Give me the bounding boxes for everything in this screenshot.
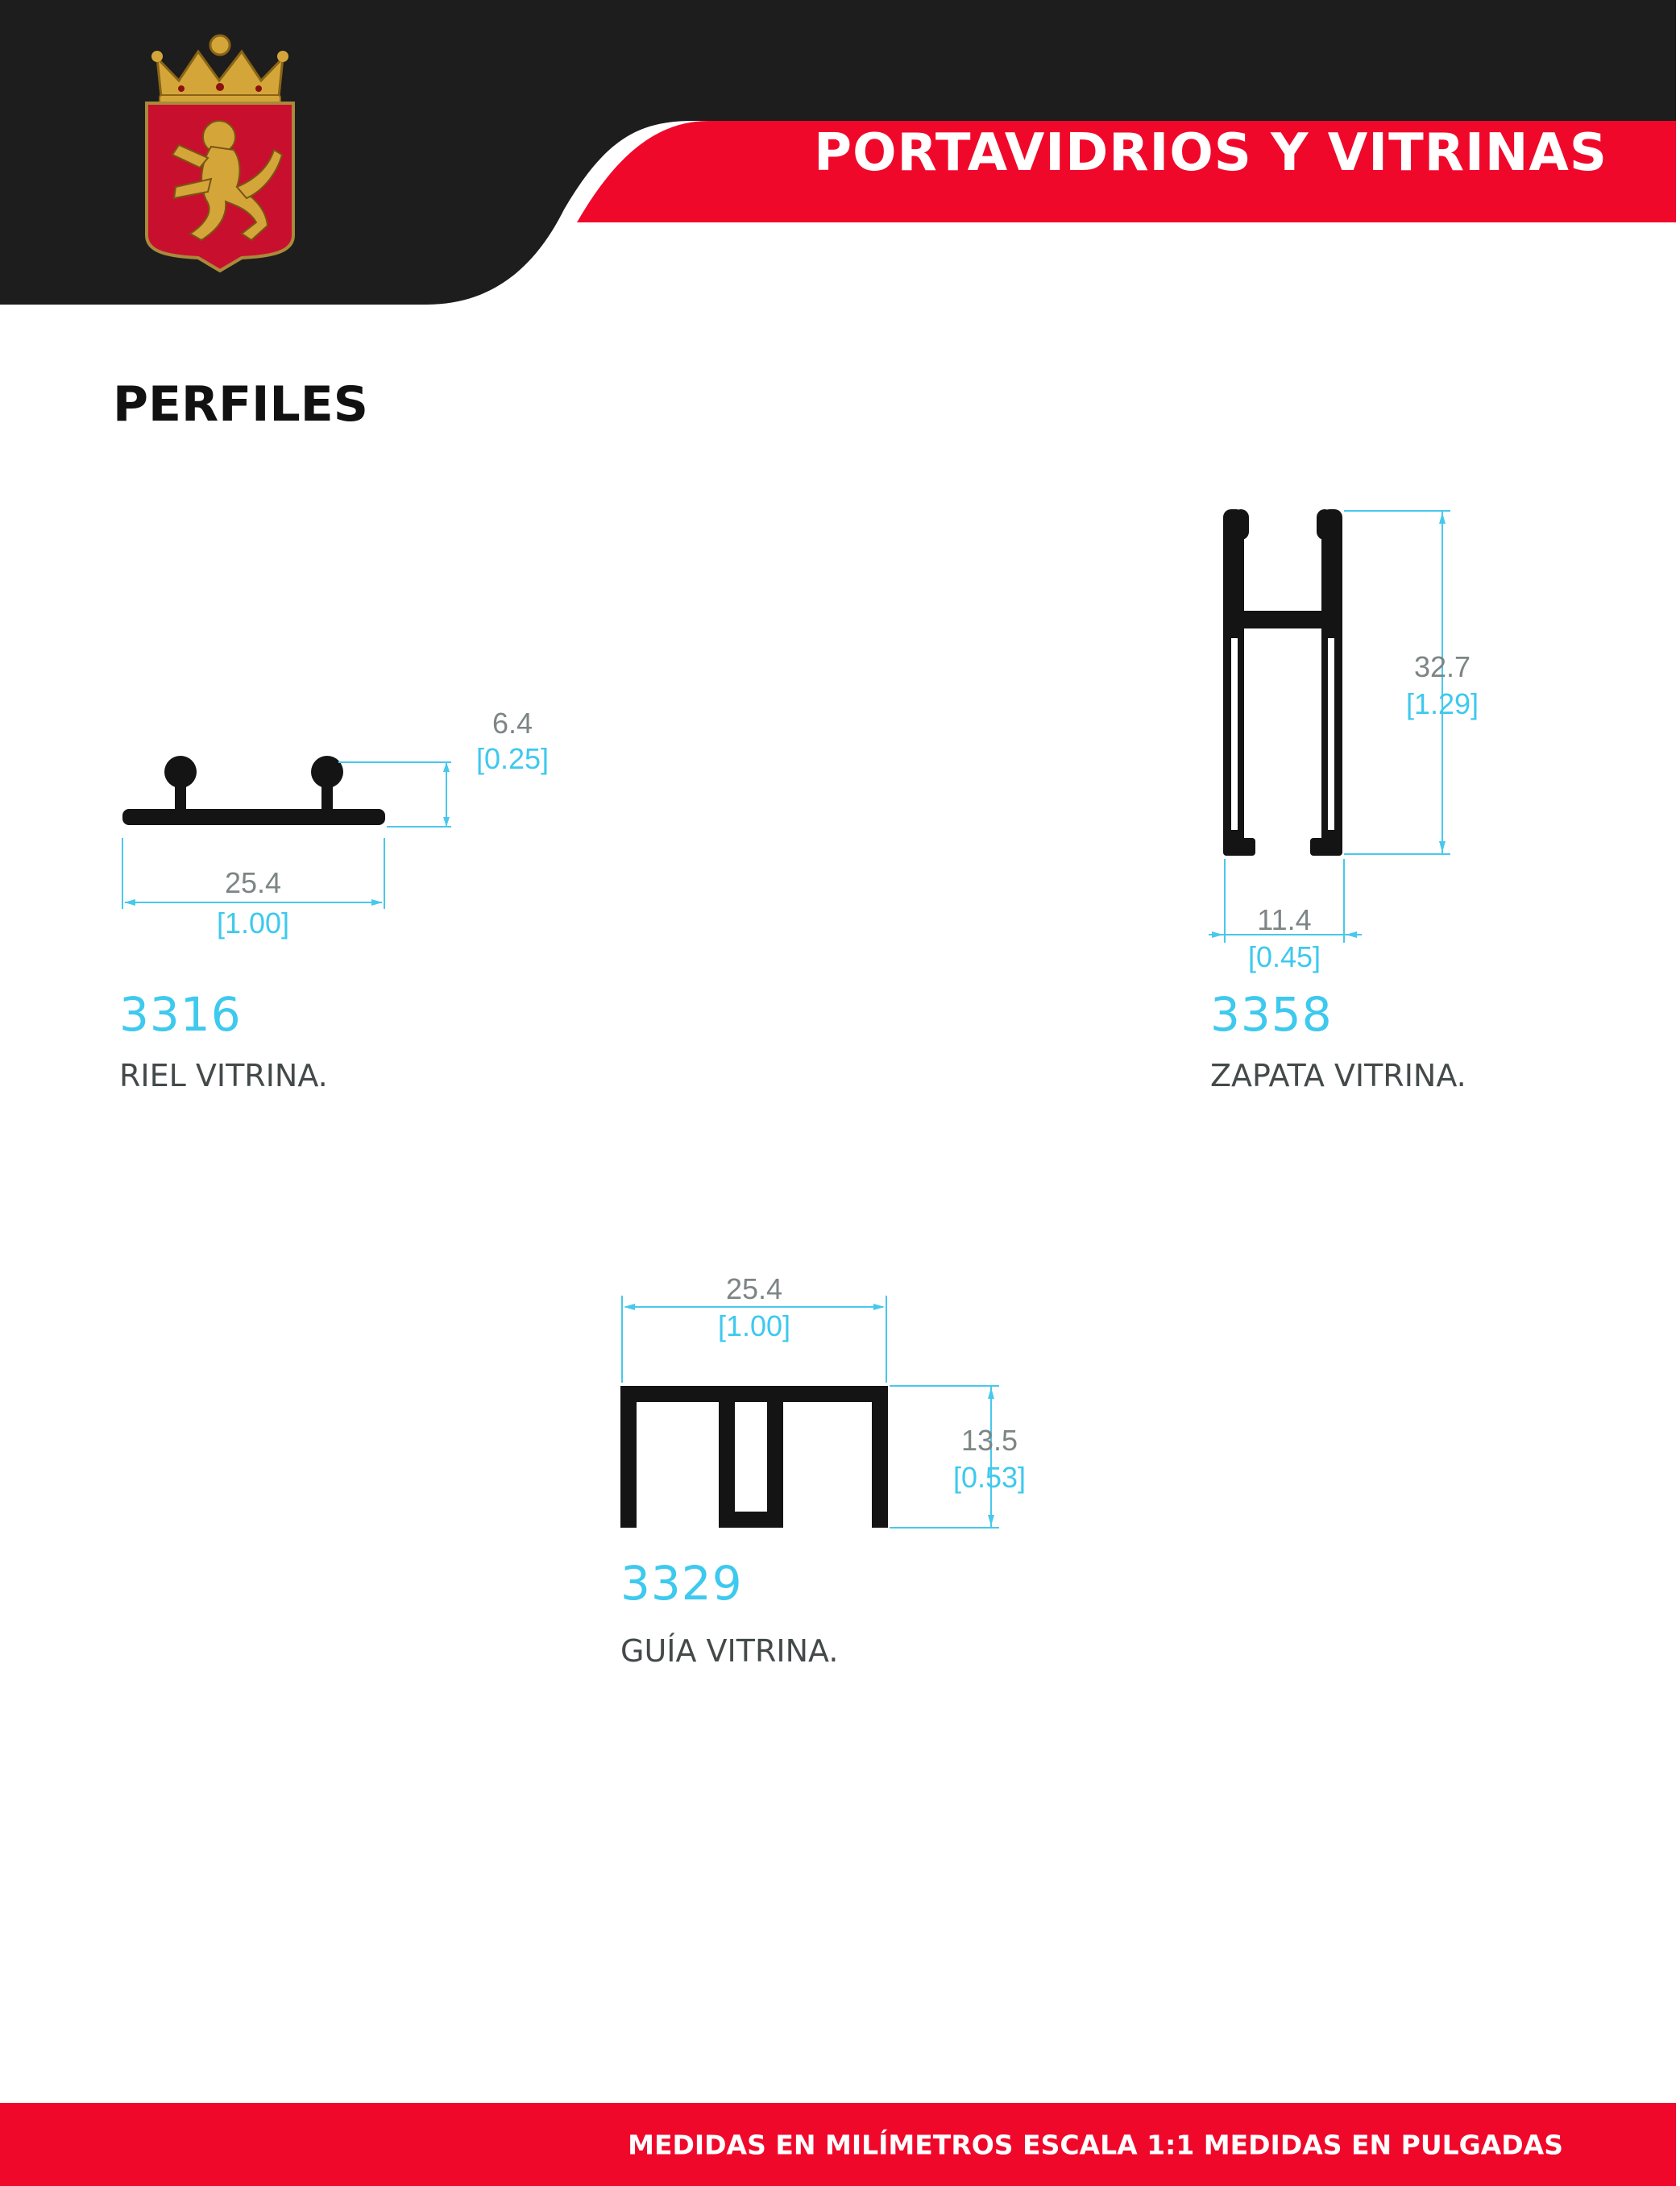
profile-3358-drawing <box>1209 509 1450 943</box>
header-red-band <box>577 121 1676 222</box>
dimension-width-in: [0.45] <box>1247 940 1321 973</box>
dimension-height-mm: 32.7 <box>1413 650 1471 683</box>
footer-note: MEDIDAS EN MILÍMETROS ESCALA 1:1 MEDIDAS… <box>628 2129 1563 2160</box>
header-dark-band <box>0 0 1676 305</box>
dimension-width-mm: 11.4 <box>1257 903 1312 936</box>
dimension-lines <box>122 761 451 909</box>
dimension-width-in: [1.00] <box>717 1309 791 1342</box>
profile-3329-drawing <box>620 1296 999 1529</box>
dimension-width-in: [1.00] <box>216 906 290 940</box>
dimension-height-mm: 6.4 <box>492 707 533 740</box>
profile-name: ZAPATA VITRINA. <box>1210 1058 1466 1093</box>
profile-code: 3329 <box>620 1556 743 1611</box>
dimension-lines <box>621 1296 999 1529</box>
dimension-height-in: [0.53] <box>952 1461 1027 1494</box>
profile-3316-drawing <box>122 756 451 909</box>
dimension-lines <box>1209 510 1450 943</box>
dimension-width-mm: 25.4 <box>725 1272 783 1305</box>
page-title: PORTAVIDRIOS Y VITRINAS <box>814 123 1607 183</box>
profile-code: 3316 <box>119 987 242 1042</box>
shoe-profile-shape <box>1223 509 1342 856</box>
section-title: PERFILES <box>113 376 368 433</box>
header-banner <box>0 0 1676 305</box>
profile-code: 3358 <box>1210 987 1333 1042</box>
shield-icon <box>145 102 295 273</box>
dimension-height-mm: 13.5 <box>960 1424 1018 1457</box>
footer-bar: MEDIDAS EN MILÍMETROS ESCALA 1:1 MEDIDAS… <box>0 2103 1676 2186</box>
rail-profile-shape <box>122 756 385 825</box>
crowned-lion-shield-logo <box>145 34 295 273</box>
dimension-height-in: [0.25] <box>475 742 550 775</box>
dimension-height-in: [1.29] <box>1405 687 1479 720</box>
guide-profile-shape <box>620 1386 888 1528</box>
lion-icon <box>171 120 284 242</box>
profile-name: GUÍA VITRINA. <box>620 1633 839 1669</box>
profile-name: RIEL VITRINA. <box>119 1058 328 1093</box>
dimension-width-mm: 25.4 <box>224 866 282 899</box>
